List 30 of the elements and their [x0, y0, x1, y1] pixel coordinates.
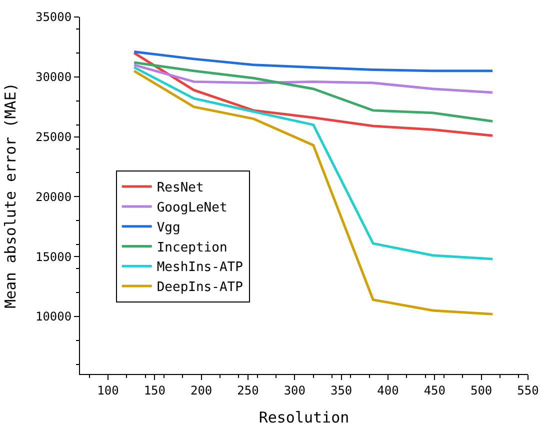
line-series [132, 70, 494, 316]
x-tick-label: 400 [377, 383, 399, 398]
legend-label: ResNet [156, 180, 204, 196]
y-tick-label: 20000 [35, 190, 72, 204]
x-tick-label: 450 [424, 383, 446, 398]
legend-label: Inception [156, 240, 228, 256]
y-tick-label: 10000 [35, 310, 72, 324]
x-tick-label: 500 [470, 383, 492, 398]
line-series [132, 66, 494, 260]
x-axis-title: Resolution [258, 408, 350, 426]
legend-label: MeshIns-ATP [156, 260, 244, 276]
legend-label: GoogLeNet [156, 200, 228, 216]
line-series [132, 61, 494, 122]
line-series [132, 64, 494, 94]
x-tick-label: 200 [190, 383, 212, 398]
y-tick-label: 30000 [35, 70, 72, 84]
y-tick-label: 35000 [35, 10, 72, 24]
x-tick-label: 350 [330, 383, 352, 398]
x-tick-label: 550 [517, 383, 539, 398]
legend-label: Vgg [156, 220, 180, 236]
x-tick-label: 250 [237, 383, 259, 398]
legend-label: DeepIns-ATP [156, 280, 244, 296]
x-tick-label: 300 [284, 383, 306, 398]
y-axis-title: Mean absolute error (MAE) [2, 82, 20, 308]
y-tick-label: 25000 [35, 130, 72, 144]
x-tick-label: 150 [144, 383, 166, 398]
line-series [132, 50, 494, 72]
line-series [132, 52, 494, 137]
x-tick-label: 100 [97, 383, 119, 398]
y-tick-label: 15000 [35, 250, 72, 264]
